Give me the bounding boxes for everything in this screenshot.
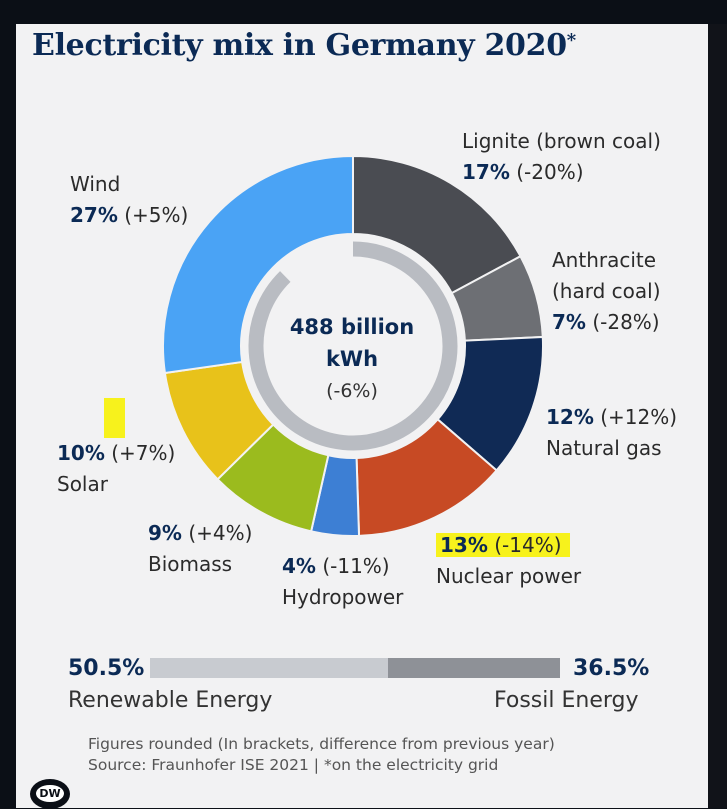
highlight-mark [104, 398, 125, 438]
center-change: (-6%) [326, 380, 378, 402]
fossil-value: 36.5% [573, 656, 650, 681]
footnote: Figures rounded (In brackets, difference… [88, 734, 555, 776]
top-band [0, 0, 727, 24]
label-wind: Wind 27% (+5%) [70, 172, 189, 227]
footnote-line-1: Figures rounded (In brackets, difference… [88, 735, 555, 753]
renewable-label: Renewable Energy [68, 688, 273, 713]
center-total: 488 billion kWh (-6%) [262, 311, 442, 407]
label-nuclear: 13% (-14%) Nuclear power [436, 533, 582, 588]
label-natural-gas: 12% (+12%) Natural gas [546, 405, 678, 460]
label-lignite: Lignite (brown coal) 17% (-20%) [462, 129, 661, 184]
label-hydropower: 4% (-11%) Hydropower [282, 554, 404, 609]
footnote-line-2: Source: Fraunhofer ISE 2021 | *on the el… [88, 756, 499, 774]
fossil-bar [387, 658, 560, 678]
donut-slices [162, 154, 544, 537]
summary-bar [150, 658, 560, 678]
donut-hole [242, 235, 464, 457]
label-anthracite: Anthracite (hard coal) 7% (-28%) [552, 248, 661, 334]
renewable-value: 50.5% [68, 656, 145, 681]
renewable-bar [150, 658, 388, 678]
dw-logo: DW [30, 779, 70, 809]
inner-ring-arc [248, 241, 458, 451]
left-strip [0, 24, 16, 808]
inner-ring [248, 241, 458, 451]
slice-wind [162, 154, 354, 375]
fossil-label: Fossil Energy [494, 688, 639, 713]
label-solar: 10% (+7%) Solar [57, 441, 176, 496]
right-strip [708, 24, 727, 808]
chart-title: Electricity mix in Germany 2020* [32, 28, 576, 63]
center-value: 488 billion [289, 315, 415, 339]
label-biomass: 9% (+4%) Biomass [148, 521, 253, 576]
center-unit: kWh [325, 347, 379, 371]
